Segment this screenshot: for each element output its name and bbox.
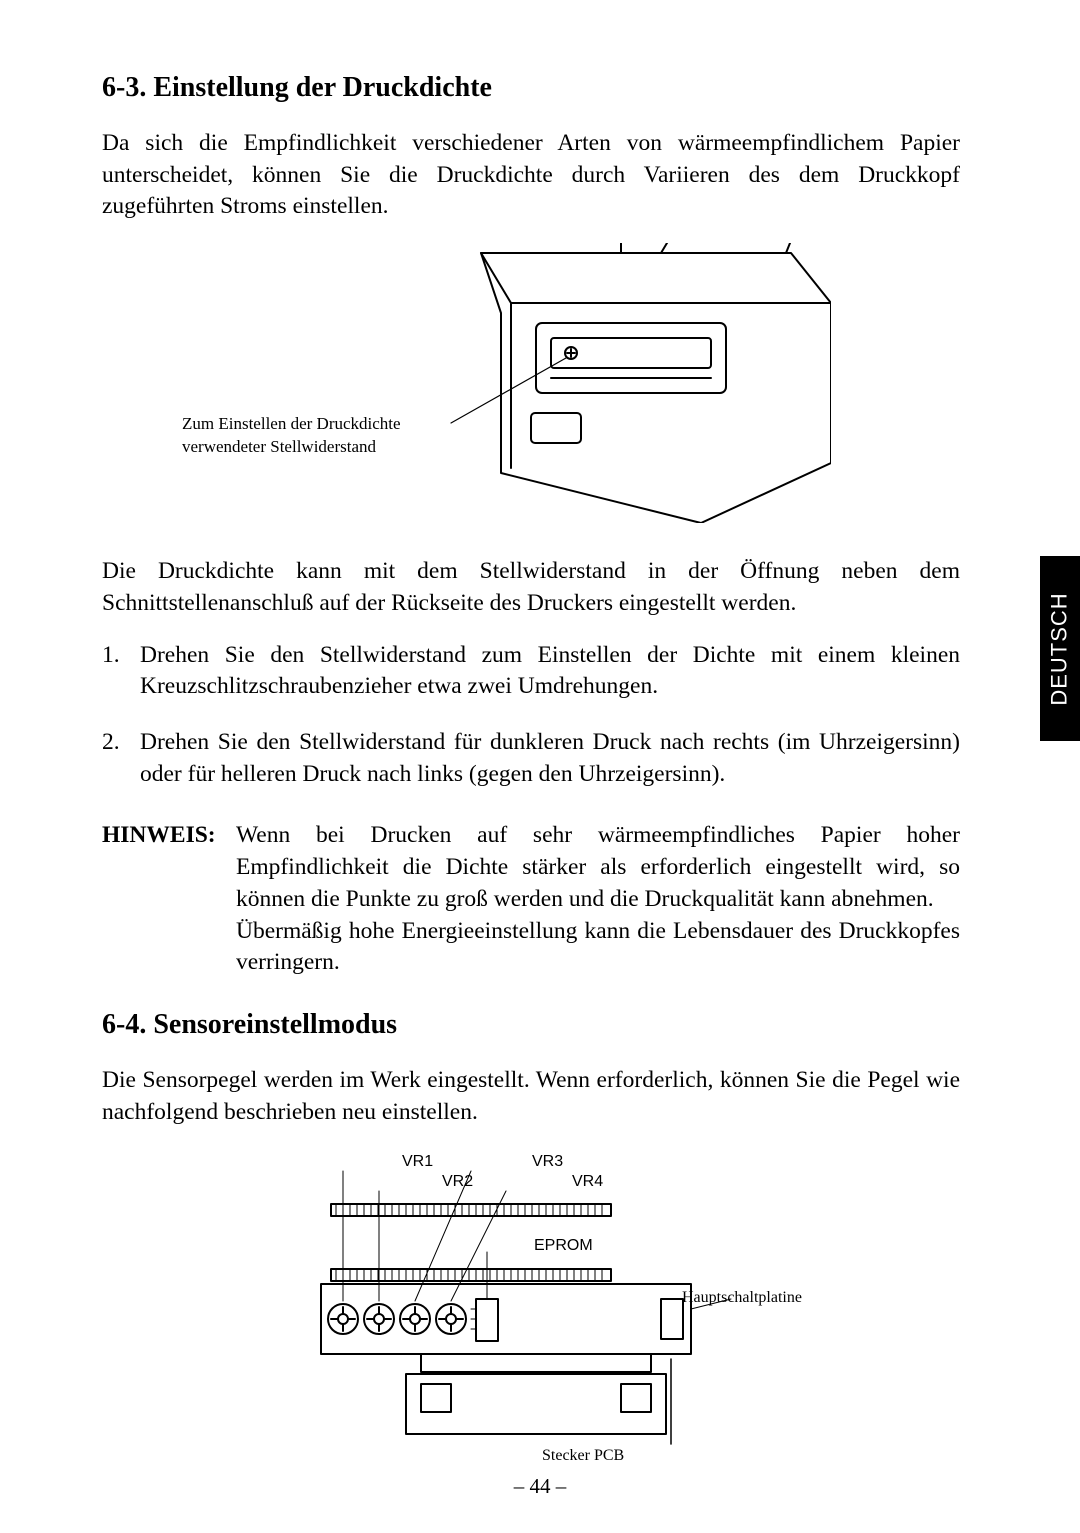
label-vr3: VR3 <box>532 1153 563 1171</box>
step-2: 2. Drehen Sie den Stellwiderstand für du… <box>102 727 960 790</box>
language-tab-text: DEUTSCH <box>1047 592 1073 705</box>
label-vr1: VR1 <box>402 1153 433 1171</box>
step-1-num: 1. <box>102 640 140 703</box>
figure-printer: Zum Einstellen der Druckdichte verwendet… <box>102 243 960 528</box>
fig1-caption-line2: verwendeter Stellwiderstand <box>182 437 376 456</box>
page-number: – 44 – <box>0 1474 1080 1499</box>
label-vr2: VR2 <box>442 1173 473 1191</box>
label-haupt: Hauptschaltplatine <box>682 1289 802 1307</box>
steps-list: 1. Drehen Sie den Stellwiderstand zum Ei… <box>102 640 960 791</box>
hinweis-p1: Wenn bei Drucken auf sehr wärmeempfindli… <box>236 822 960 911</box>
label-vr4: VR4 <box>572 1173 603 1191</box>
label-eprom: EPROM <box>534 1237 593 1255</box>
step-2-text: Drehen Sie den Stellwiderstand für dunkl… <box>140 727 960 790</box>
pcb-illustration-svg <box>271 1149 791 1469</box>
step-1: 1. Drehen Sie den Stellwiderstand zum Ei… <box>102 640 960 703</box>
heading-6-3: 6-3. Einstellung der Druckdichte <box>102 72 960 104</box>
language-tab: DEUTSCH <box>1040 556 1080 741</box>
hinweis-block: HINWEIS: Wenn bei Drucken auf sehr wärme… <box>102 820 960 979</box>
figure-pcb: VR1 VR2 VR3 VR4 EPROM Hauptschaltplatine… <box>102 1149 960 1489</box>
after-fig-text: Die Druckdichte kann mit dem Stellwiders… <box>102 556 960 619</box>
hinweis-p2: Übermäßig hohe Energieeinstellung kann d… <box>236 918 960 976</box>
intro-6-4: Die Sensorpegel werden im Werk eingestel… <box>102 1065 960 1128</box>
step-1-text: Drehen Sie den Stellwiderstand zum Einst… <box>140 640 960 703</box>
hinweis-label: HINWEIS: <box>102 820 236 979</box>
label-stecker: Stecker PCB <box>542 1447 624 1465</box>
printer-illustration-svg <box>231 243 831 523</box>
fig1-caption-line1: Zum Einstellen der Druckdichte <box>182 414 401 433</box>
hinweis-body: Wenn bei Drucken auf sehr wärmeempfindli… <box>236 820 960 979</box>
intro-6-3: Da sich die Empfindlichkeit verschiedene… <box>102 128 960 223</box>
heading-6-4: 6-4. Sensoreinstellmodus <box>102 1009 960 1041</box>
figure1-caption: Zum Einstellen der Druckdichte verwendet… <box>182 413 401 459</box>
step-2-num: 2. <box>102 727 140 790</box>
